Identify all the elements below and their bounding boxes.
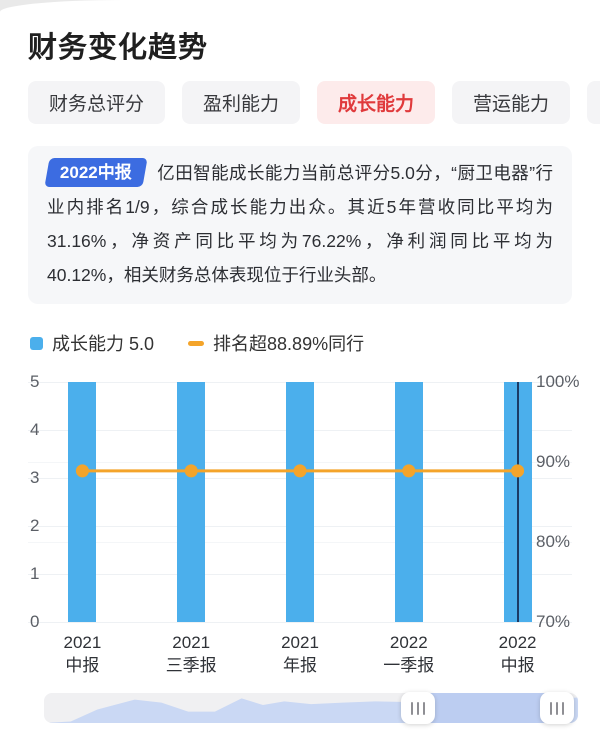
grid-line bbox=[28, 621, 572, 623]
bar-2022-一季报[interactable] bbox=[394, 382, 423, 622]
y-axis-left-label: 5 bbox=[30, 372, 40, 391]
summary-text: 亿田智能成长能力当前总评分5.0分，“厨卫电器”行业内排名1/9，综合成长能力出… bbox=[47, 163, 553, 285]
handle-grip-icon bbox=[549, 701, 552, 715]
minimap-handle-left[interactable] bbox=[400, 692, 435, 724]
x-axis-label-year: 2021 bbox=[172, 633, 211, 652]
tab-finance-score[interactable]: 财务总评分 bbox=[28, 81, 166, 124]
x-axis-label-year: 2021 bbox=[281, 633, 319, 652]
x-axis-labels: 2021 中报 2021 三季报 2021 年报 2022 一季报 2022 中报 bbox=[28, 631, 572, 677]
minimap-handle-right[interactable] bbox=[539, 692, 574, 724]
x-axis-label-year: 2022 bbox=[498, 633, 537, 652]
bar-2021-三季报[interactable] bbox=[177, 382, 206, 622]
chart-legend: 成长能力 5.0 排名超88.89%同行 bbox=[30, 330, 364, 356]
handle-grip-icon bbox=[555, 701, 558, 715]
trend-point[interactable] bbox=[75, 464, 89, 478]
tab-bar: 财务总评分 盈利能力 成长能力 营运能力 bbox=[28, 81, 600, 124]
minimap-selected-window[interactable] bbox=[417, 693, 557, 723]
x-axis-label-period: 中报 bbox=[500, 656, 535, 675]
legend-rank-percent-label: 排名超88.89%同行 bbox=[213, 334, 365, 354]
bar-series-marker-icon bbox=[30, 336, 43, 350]
x-axis-label: 2022 中报 bbox=[463, 631, 572, 677]
y-axis-left-label: 1 bbox=[30, 564, 40, 583]
trend-point[interactable] bbox=[511, 464, 525, 478]
page-title: 财务变化趋势 bbox=[28, 32, 209, 64]
bar-2021-年报[interactable] bbox=[286, 382, 314, 622]
axis-pointer-line bbox=[516, 382, 519, 622]
legend-growth-score[interactable]: 成长能力 5.0 bbox=[30, 330, 154, 356]
tab-partial[interactable] bbox=[587, 81, 600, 124]
plot-area: 0 1 2 3 4 5 70% 80% 90% 100% bbox=[28, 372, 579, 631]
datazoom-slider[interactable] bbox=[44, 692, 578, 724]
y-axis-left-label: 3 bbox=[30, 468, 40, 487]
x-axis-label-year: 2022 bbox=[389, 633, 428, 652]
card-rounded-corner bbox=[0, 0, 122, 12]
handle-grip-icon bbox=[410, 701, 413, 715]
tab-profitability[interactable]: 盈利能力 bbox=[182, 81, 301, 124]
growth-trend-chart: 0 1 2 3 4 5 70% 80% 90% 100% 2021 中报 2021 三季报 2021 年报 2… bbox=[28, 372, 579, 677]
x-axis-label: 2021 年报 bbox=[246, 631, 355, 677]
bar-2021-中报[interactable] bbox=[68, 382, 97, 622]
line-series-marker-icon bbox=[188, 340, 205, 346]
period-badge-label: 2022中报 bbox=[59, 163, 132, 182]
handle-grip-icon bbox=[422, 701, 425, 715]
x-axis-label-period: 中报 bbox=[65, 656, 100, 675]
tab-operation[interactable]: 营运能力 bbox=[452, 81, 571, 124]
y-axis-right-label: 90% bbox=[536, 452, 571, 471]
summary-card: 2022中报 亿田智能成长能力当前总评分5.0分，“厨卫电器”行业内排名1/9，综… bbox=[28, 146, 572, 304]
trend-line bbox=[75, 464, 525, 478]
y-axis-left-label: 0 bbox=[30, 612, 40, 631]
x-axis-label: 2021 三季报 bbox=[137, 631, 246, 677]
x-axis-label-period: 年报 bbox=[282, 656, 317, 675]
legend-growth-score-label: 成长能力 5.0 bbox=[52, 334, 155, 354]
handle-grip-icon bbox=[416, 701, 419, 715]
y-axis-left-label: 4 bbox=[30, 420, 40, 439]
x-axis-label-period: 一季报 bbox=[383, 656, 435, 675]
trend-point[interactable] bbox=[184, 464, 198, 478]
handle-grip-icon bbox=[561, 701, 564, 715]
y-axis-right-label: 100% bbox=[536, 372, 580, 391]
x-axis-label-year: 2021 bbox=[63, 633, 102, 652]
y-axis-right-label: 70% bbox=[536, 612, 571, 631]
y-axis-left-label: 2 bbox=[30, 516, 40, 535]
trend-point[interactable] bbox=[402, 464, 416, 478]
x-axis-label: 2021 中报 bbox=[28, 631, 137, 677]
tab-growth[interactable]: 成长能力 bbox=[317, 81, 436, 124]
trend-point[interactable] bbox=[293, 464, 307, 478]
period-badge: 2022中报 bbox=[44, 158, 148, 187]
legend-rank-percent[interactable]: 排名超88.89%同行 bbox=[188, 330, 364, 356]
y-axis-right-label: 80% bbox=[536, 532, 571, 551]
x-axis-label-period: 三季报 bbox=[165, 656, 217, 675]
x-axis-label: 2022 一季报 bbox=[354, 631, 463, 677]
